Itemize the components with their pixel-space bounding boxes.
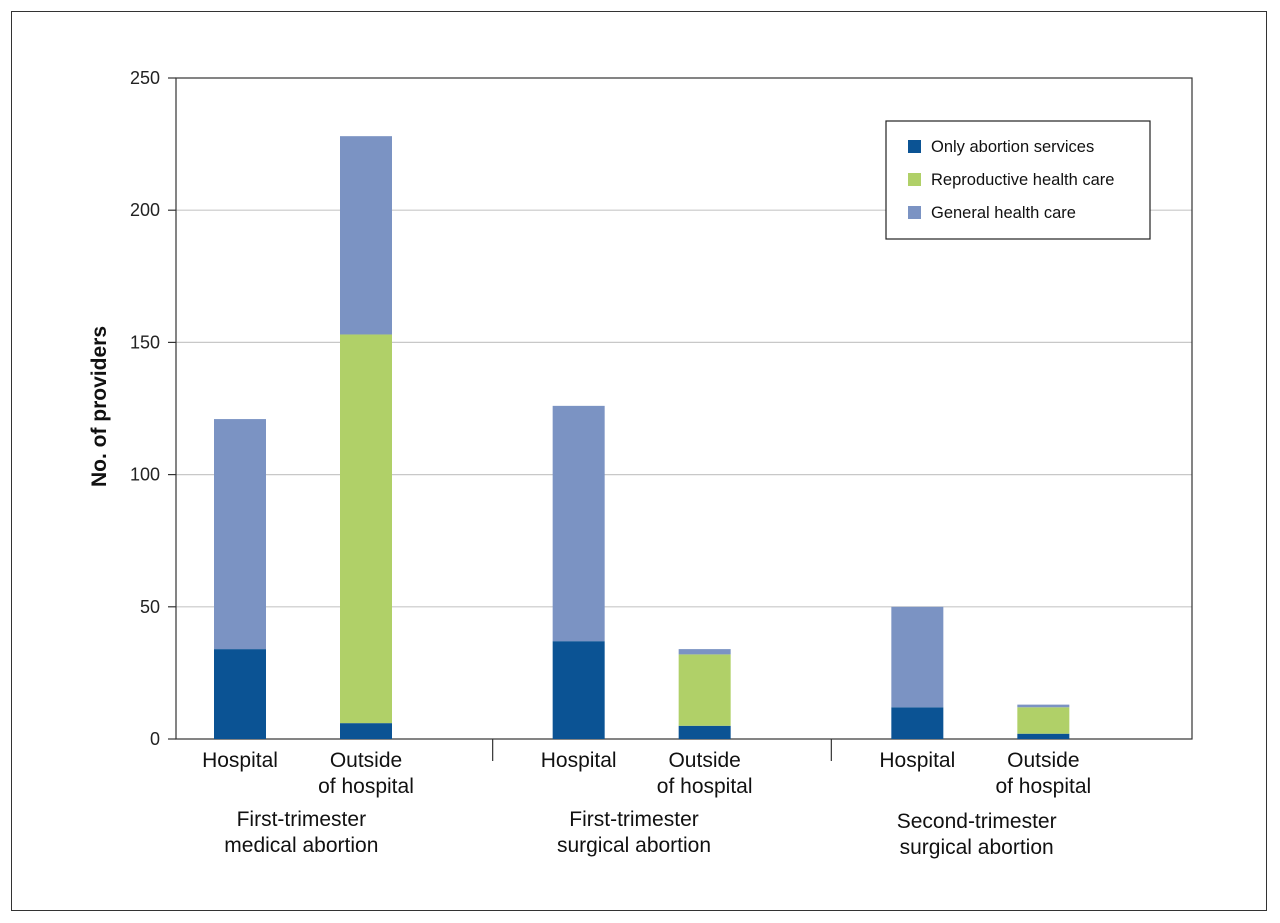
gridlines <box>176 209 1192 608</box>
bar-segment <box>891 606 944 708</box>
x-category-label: of hospital <box>657 775 753 798</box>
x-category-label: Outside <box>330 749 402 772</box>
figure-frame <box>11 11 1267 911</box>
bar-segment <box>552 641 605 739</box>
bar-segment <box>214 649 266 739</box>
x-category-label: of hospital <box>318 775 414 798</box>
bar-segment <box>340 136 392 335</box>
x-group-label: medical abortion <box>224 834 378 857</box>
y-axis: 0 50 100 150 200 250 <box>130 68 176 749</box>
y-tick-label: 0 <box>150 729 160 749</box>
y-tick-label: 50 <box>140 597 160 617</box>
bar-segment <box>552 405 605 642</box>
bars <box>214 136 1070 739</box>
y-tick-label: 150 <box>130 332 160 352</box>
legend-swatch <box>908 140 921 153</box>
bar-segment <box>340 334 392 724</box>
y-tick-label: 200 <box>130 200 160 220</box>
x-category-label: Hospital <box>879 749 955 772</box>
x-category-label: of hospital <box>995 775 1091 798</box>
x-group-label: surgical abortion <box>557 834 711 857</box>
bar-segment <box>891 707 944 739</box>
x-group-label: First-trimester <box>237 808 367 831</box>
legend-entry-label: Reproductive health care <box>931 171 1114 189</box>
x-axis: Hospital Outside of hospital Hospital Outsid… <box>202 739 1091 859</box>
bar-segment <box>214 419 266 650</box>
x-group-label: surgical abortion <box>900 836 1054 859</box>
x-category-label: Hospital <box>541 749 617 772</box>
legend-entry-label: Only abortion services <box>931 138 1094 156</box>
x-group-label: Second-trimester <box>897 810 1057 833</box>
legend-swatch <box>908 173 921 186</box>
bar-segment <box>1017 704 1070 708</box>
bar-segment <box>1017 733 1070 739</box>
bar-segment <box>1017 707 1070 734</box>
legend-entry-label: General health care <box>931 204 1076 222</box>
legend-box <box>885 120 1151 240</box>
x-category-label: Outside <box>1007 749 1079 772</box>
y-tick-label: 250 <box>130 68 160 88</box>
x-group-label: First-trimester <box>569 808 699 831</box>
y-axis-label: No. of providers <box>88 326 111 487</box>
y-tick-label: 100 <box>130 465 160 485</box>
bar-segment <box>340 723 392 739</box>
x-category-label: Hospital <box>202 749 278 772</box>
legend-swatch <box>908 206 921 219</box>
bar-segment <box>678 649 731 655</box>
bar-segment <box>678 725 731 739</box>
x-category-label: Outside <box>668 749 740 772</box>
bar-segment <box>678 654 731 726</box>
legend: Only abortion services Reproductive healt… <box>885 120 1151 240</box>
